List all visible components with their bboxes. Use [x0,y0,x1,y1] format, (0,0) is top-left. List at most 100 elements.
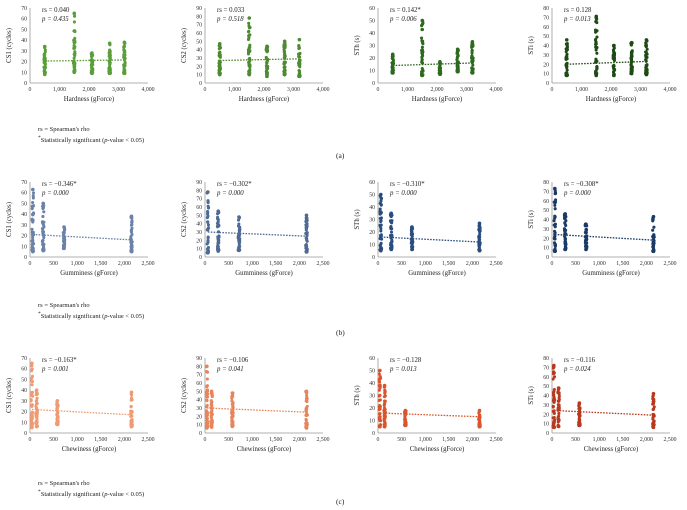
y-tick-label: 50 [369,19,375,25]
y-tick-label: 20 [21,410,27,416]
y-tick-label: 0 [199,81,202,87]
data-point [630,69,634,73]
data-point [551,377,555,381]
data-point [129,422,133,426]
data-point [218,50,222,54]
x-axis-label: Gumminess (gForce) [408,270,466,277]
data-point [29,391,34,395]
data-point [30,414,34,418]
y-tick-label: 40 [369,205,375,211]
y-tick-label: 50 [196,39,202,45]
data-point [557,417,561,422]
y-tick-label: 60 [543,199,549,205]
data-point [652,225,656,229]
y-tick-label: 30 [369,44,375,50]
data-point [552,241,557,245]
y-tick-label: 70 [21,180,27,186]
data-point [130,409,134,414]
data-point [297,61,301,65]
data-point [30,239,34,243]
data-point [72,56,76,60]
y-tick-label: 10 [21,70,27,76]
p-annotation: p = 0.041 [216,366,244,373]
y-tick-label: 10 [369,419,375,425]
data-point [62,246,66,251]
y-tick-label: 40 [369,31,375,37]
data-point [612,64,616,68]
data-point [420,48,424,52]
data-point [247,21,251,25]
data-point [304,216,308,220]
data-point [390,233,394,237]
y-tick-label: 50 [21,377,27,383]
x-tick-label: 1,000 [71,437,84,443]
data-point [129,398,133,402]
data-point [209,414,213,418]
data-point [409,228,414,233]
data-point [206,220,210,224]
data-point [382,383,387,388]
y-tick-label: 0 [24,431,27,437]
data-point [557,411,561,415]
data-point [577,401,582,405]
data-point [651,400,655,404]
y-axis-label: STi (s) [528,386,535,404]
data-point [612,43,616,48]
data-point [122,40,127,45]
data-point [29,421,33,425]
data-point [283,68,287,72]
x-tick-label: 1,500 [442,437,455,443]
x-axis-label: Hardness (gForce) [239,96,289,103]
data-point [130,393,134,397]
data-point [206,212,210,216]
x-tick-label: 1,000 [419,437,432,443]
trend-line [31,408,132,416]
data-point [651,391,656,396]
data-point [237,215,241,219]
x-tick-label: 1,000 [593,437,606,443]
data-point [42,72,47,77]
x-tick-label: 1,000 [401,87,414,93]
data-point [297,46,301,50]
data-point [455,69,460,74]
data-point [31,212,35,216]
data-point [217,224,221,228]
data-point [553,234,557,238]
x-axis-label: Gumminess (gForce) [235,270,293,277]
data-point [205,242,209,246]
data-point [236,235,241,239]
data-point [209,389,214,394]
data-point [31,200,35,205]
y-tick-label: 30 [21,223,27,229]
y-tick-label: 0 [546,431,549,437]
x-tick-label: 2,500 [316,437,329,443]
data-point [41,231,45,236]
data-point [409,233,413,237]
data-point [282,62,286,66]
data-point [123,60,127,64]
data-point [651,249,656,254]
data-point [565,41,569,46]
y-tick-label: 0 [24,255,27,261]
y-tick-label: 70 [543,189,549,195]
data-point [378,375,382,379]
y-tick-label: 20 [21,234,27,240]
data-point [282,72,287,77]
data-point [583,230,587,234]
p-annotation: p = 0.006 [389,16,417,23]
data-point [478,229,482,233]
data-point [583,241,587,245]
data-point [595,35,599,39]
y-tick-label: 60 [196,381,202,387]
data-point [383,399,387,403]
panel-label-a: (a) [336,151,345,160]
data-point [90,51,94,55]
data-point [379,199,383,203]
y-tick-label: 60 [369,356,375,362]
data-point [304,389,309,394]
y-tick-label: 0 [24,81,27,87]
chart-r1c0: 0 10 20 30 40 50 60 70 0 500 1,000 1,500 2,000 2,500 G… [6,180,155,277]
y-tick-label: 40 [543,44,549,50]
x-tick-label: 1,000 [246,437,259,443]
y-tick-label: 0 [372,81,375,87]
